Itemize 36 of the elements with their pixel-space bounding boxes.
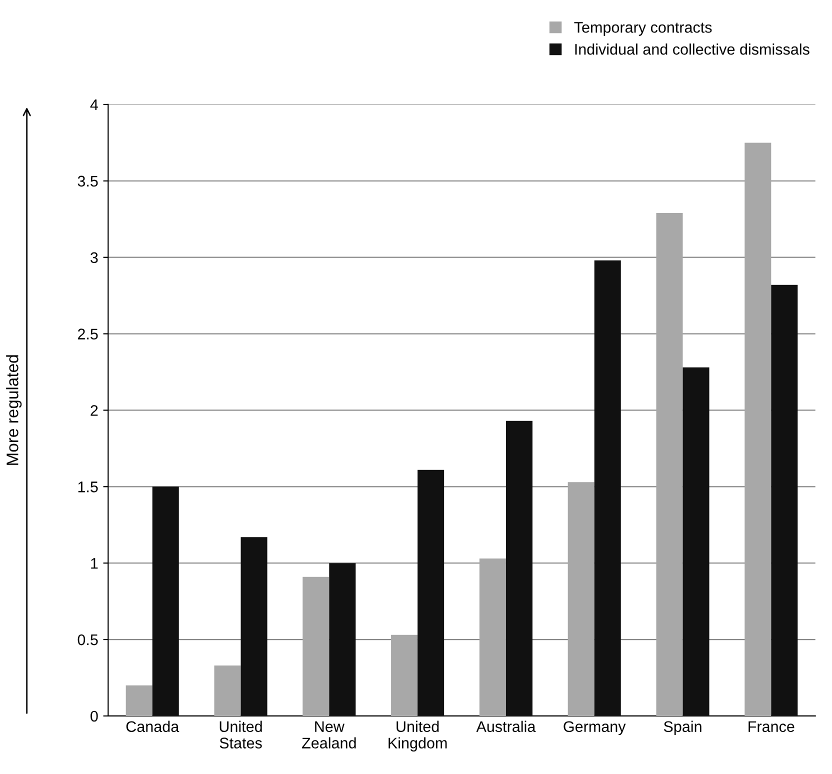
bar	[594, 260, 621, 716]
legend-label: Temporary contracts	[574, 22, 712, 36]
bar	[506, 420, 532, 716]
x-tick-label: New Zealand	[302, 721, 356, 748]
bar	[302, 576, 330, 716]
bar	[771, 284, 798, 716]
y-tick-label: 4	[90, 100, 98, 110]
y-tick-label: 0	[90, 710, 98, 722]
y-tick-label: 1	[91, 558, 98, 569]
x-tick-label: United States	[220, 720, 262, 748]
y-tick-label: 2.5	[78, 328, 98, 340]
x-tick-label: France	[748, 721, 794, 732]
bar	[391, 634, 418, 716]
bar	[744, 142, 772, 716]
bar	[240, 537, 268, 716]
y-tick-label: 0.5	[78, 634, 98, 646]
bar	[152, 486, 179, 716]
x-tick-label: Spain	[664, 720, 702, 736]
bar	[126, 685, 152, 716]
y-tick-label: 1.5	[78, 482, 98, 492]
bar	[656, 213, 683, 716]
y-tick-label: 3.5	[78, 176, 98, 187]
bar	[682, 367, 710, 716]
legend-label: Individual and collective dismissals	[575, 44, 810, 55]
x-tick-label: Canada	[126, 720, 180, 732]
bar	[329, 563, 356, 716]
y-tick-label: 2	[90, 405, 98, 416]
y-axis-title: More regulated	[6, 355, 22, 465]
x-tick-label: Australia	[476, 720, 536, 732]
bar	[568, 482, 594, 716]
x-tick-label: United Kingdom	[388, 720, 447, 752]
bar	[479, 558, 506, 716]
y-tick-label: 3	[90, 252, 98, 264]
bar	[214, 666, 241, 716]
bar	[418, 470, 444, 716]
x-tick-label: Germany	[564, 721, 626, 736]
